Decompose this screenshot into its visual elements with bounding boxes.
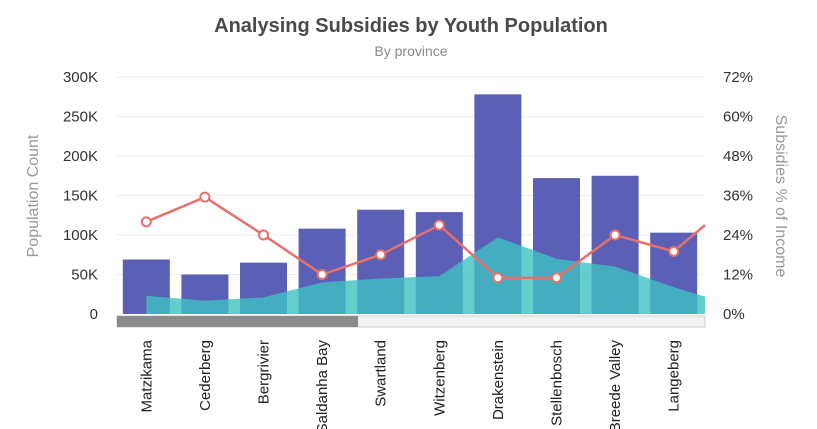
chart-title: Analysing Subsidies by Youth Population (214, 15, 608, 37)
x-axis-label: Bergrivier (256, 340, 273, 404)
line-point[interactable] (375, 249, 387, 261)
line-series (140, 191, 706, 284)
x-axis-label: Saldanha Bay (314, 340, 331, 429)
left-axis-tick-label: 300K (63, 69, 98, 86)
left-axis-tick-label: 150K (63, 188, 98, 205)
x-axis-label: Cederberg (197, 340, 214, 411)
chart-subtitle: By province (374, 43, 447, 59)
line-point[interactable] (668, 245, 680, 257)
x-axis-label: Witzenberg (431, 340, 448, 416)
right-axis-tick-label: 12% (723, 267, 753, 284)
line-point[interactable] (258, 229, 269, 241)
left-axis-tick-label: 0 (90, 306, 98, 323)
right-axis-title: Subsidies % of Income (772, 115, 789, 278)
line-point[interactable] (551, 272, 562, 284)
navigator-scrollbar[interactable] (116, 315, 706, 328)
left-axis-title: Population Count (25, 134, 42, 257)
left-axis-tick-label: 100K (63, 227, 98, 244)
x-axis-label: Stellenbosch (549, 340, 566, 426)
x-axis-label: Matzikama (138, 339, 155, 412)
line-point[interactable] (609, 229, 621, 241)
left-axis-tick-label: 200K (63, 148, 98, 165)
right-axis-tick-label: 36% (723, 188, 753, 205)
right-axis-tick-label: 24% (723, 227, 753, 244)
x-axis-label: Swartland (373, 340, 390, 407)
right-axis-tick-label: 72% (723, 69, 753, 86)
right-axis-tick-label: 0% (723, 306, 745, 323)
area-fill (146, 237, 706, 314)
line-point[interactable] (433, 219, 445, 231)
x-axis-label: Drakenstein (490, 340, 507, 420)
line-point[interactable] (199, 191, 211, 203)
scrollbar-thumb[interactable] (117, 316, 359, 327)
line-point[interactable] (492, 272, 504, 284)
area-series (146, 237, 706, 314)
x-axis-label: Langeberg (666, 340, 683, 412)
right-axis-tick-label: 48% (723, 148, 753, 165)
right-axis-tick-label: 60% (723, 109, 753, 126)
right-axis-ticks: 0% 12% 24% 36% 48% 60% 72% (723, 69, 753, 323)
left-axis-tick-label: 50K (71, 267, 98, 284)
left-axis-ticks: 0 50K 100K 150K 200K 250K 300K (63, 69, 98, 323)
line-point[interactable] (140, 216, 152, 228)
x-axis-labels: Matzikama Cederberg Bergrivier Saldanha Bay… (138, 339, 682, 429)
x-axis-label: Breede Valley (607, 340, 624, 429)
left-axis-tick-label: 250K (63, 109, 98, 126)
line-point[interactable] (316, 269, 328, 280)
